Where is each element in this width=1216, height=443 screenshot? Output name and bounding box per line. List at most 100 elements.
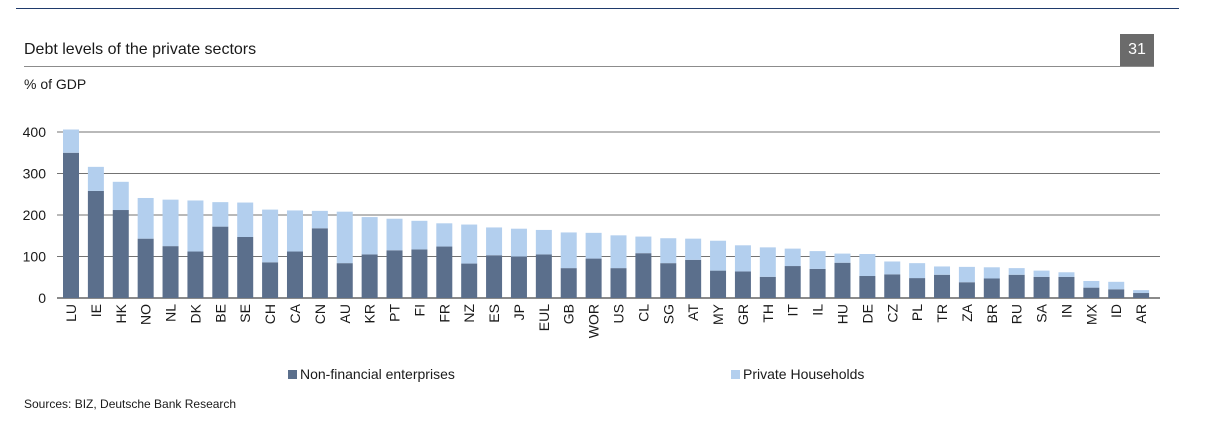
bar-non-financial-br bbox=[983, 278, 1000, 298]
bar-non-financial-cn bbox=[311, 228, 328, 298]
bar-non-financial-wor bbox=[585, 258, 602, 298]
bar-non-financial-in bbox=[1058, 276, 1075, 298]
y-unit-label: % of GDP bbox=[24, 76, 87, 92]
bar-non-financial-ar bbox=[1133, 293, 1150, 298]
bar-households-us bbox=[610, 235, 627, 269]
bar-non-financial-cz bbox=[884, 274, 901, 298]
x-tick-label-dk: DK bbox=[187, 303, 203, 323]
x-tick-label-wor: WOR bbox=[586, 304, 602, 338]
legend-item-households: Private Households bbox=[731, 366, 864, 382]
y-tick-label: 100 bbox=[23, 249, 47, 265]
x-tick-label-nl: NL bbox=[163, 304, 179, 322]
bar-households-ca bbox=[286, 210, 303, 252]
bar-non-financial-dk bbox=[187, 251, 204, 298]
source-note: Sources: BIZ, Deutsche Bank Research bbox=[24, 397, 237, 411]
bar-households-ru bbox=[1008, 268, 1025, 275]
x-tick-label-sg: SG bbox=[660, 304, 676, 324]
bar-non-financial-de bbox=[859, 276, 876, 298]
x-tick-label-fr: FR bbox=[436, 304, 452, 323]
bar-non-financial-gb bbox=[560, 268, 577, 298]
x-tick-label-ch: CH bbox=[262, 304, 278, 324]
legend-label-households: Private Households bbox=[743, 366, 865, 382]
bar-households-th bbox=[759, 247, 776, 277]
bar-non-financial-fi bbox=[411, 249, 428, 298]
x-tick-label-hu: HU bbox=[834, 304, 850, 324]
bar-non-financial-ch bbox=[262, 262, 279, 298]
bar-non-financial-es bbox=[486, 255, 503, 298]
x-tick-label-es: ES bbox=[486, 304, 502, 323]
bar-non-financial-lu bbox=[63, 152, 79, 298]
x-tick-label-th: TH bbox=[760, 304, 776, 323]
x-tick-label-lu: LU bbox=[63, 304, 79, 322]
bar-non-financial-my bbox=[710, 270, 727, 298]
bar-non-financial-at bbox=[685, 259, 702, 298]
bar-households-my bbox=[710, 240, 727, 271]
bar-non-financial-se bbox=[237, 236, 254, 298]
x-tick-label-cl: CL bbox=[635, 304, 651, 322]
y-tick-labels: 0 100 200 300 400 bbox=[23, 124, 47, 306]
x-tick-label-us: US bbox=[611, 304, 627, 323]
bar-non-financial-sa bbox=[1033, 276, 1050, 298]
x-tick-label-tr: TR bbox=[934, 304, 950, 323]
bar-households-es bbox=[486, 227, 503, 256]
x-tick-label-au: AU bbox=[337, 304, 353, 323]
x-tick-label-in: IN bbox=[1058, 304, 1074, 318]
bar-non-financial-eul bbox=[535, 254, 552, 298]
x-tick-label-ar: AR bbox=[1133, 304, 1149, 323]
bar-households-de bbox=[859, 254, 876, 277]
chart-title: Debt levels of the private sectors bbox=[24, 41, 257, 58]
bar-non-financial-hk bbox=[112, 210, 129, 298]
bar-households-ie bbox=[87, 166, 104, 191]
x-tick-label-hk: HK bbox=[113, 303, 129, 323]
bar-households-pl bbox=[909, 263, 926, 279]
bar-non-financial-il bbox=[809, 268, 826, 298]
bars-layer bbox=[63, 129, 1150, 298]
bar-households-no bbox=[137, 197, 154, 239]
bar-households-fr bbox=[436, 223, 453, 247]
bar-households-in bbox=[1058, 272, 1075, 277]
x-tick-label-no: NO bbox=[138, 304, 154, 325]
bar-households-il bbox=[809, 251, 826, 269]
bar-non-financial-fr bbox=[436, 246, 453, 298]
bar-non-financial-nz bbox=[461, 263, 478, 298]
x-tick-label-kr: KR bbox=[362, 304, 378, 323]
bar-non-financial-jp bbox=[510, 256, 527, 298]
bar-non-financial-no bbox=[137, 238, 154, 298]
bar-households-hk bbox=[112, 181, 129, 211]
bar-households-dk bbox=[187, 200, 204, 252]
x-tick-label-it: IT bbox=[785, 304, 801, 317]
x-tick-label-cn: CN bbox=[312, 304, 328, 324]
bar-households-wor bbox=[585, 232, 602, 259]
bar-non-financial-ca bbox=[286, 251, 303, 298]
bar-non-financial-cl bbox=[635, 253, 652, 298]
bar-households-mx bbox=[1083, 280, 1100, 288]
bar-households-tr bbox=[934, 266, 951, 275]
x-tick-label-mx: MX bbox=[1083, 303, 1099, 325]
bar-households-sa bbox=[1033, 270, 1050, 277]
y-tick-label: 200 bbox=[23, 207, 47, 223]
page-number-badge: 31 bbox=[1120, 34, 1154, 66]
x-tick-label-il: IL bbox=[810, 304, 826, 316]
x-tick-label-br: BR bbox=[984, 304, 1000, 323]
bar-households-cn bbox=[311, 210, 328, 229]
x-tick-label-fi: FI bbox=[411, 304, 427, 316]
x-tick-label-cz: CZ bbox=[884, 304, 900, 323]
bar-households-nl bbox=[162, 199, 179, 247]
bar-non-financial-sg bbox=[660, 263, 677, 298]
legend-swatch-non-financial bbox=[288, 369, 297, 379]
bar-households-be bbox=[212, 202, 229, 227]
x-tick-label-za: ZA bbox=[959, 303, 975, 322]
top-rule bbox=[16, 8, 1179, 9]
bar-households-za bbox=[958, 266, 975, 283]
x-tick-label-nz: NZ bbox=[461, 304, 477, 323]
legend-item-non-financial: Non-financial enterprises bbox=[288, 366, 455, 382]
bar-households-gr bbox=[734, 245, 751, 272]
legend-label-non-financial: Non-financial enterprises bbox=[300, 366, 455, 382]
bar-non-financial-hu bbox=[834, 262, 851, 298]
x-tick-label-eul: EUL bbox=[536, 304, 552, 331]
x-tick-label-my: MY bbox=[710, 303, 726, 325]
bar-households-id bbox=[1108, 281, 1125, 290]
x-tick-label-de: DE bbox=[859, 304, 875, 323]
x-tick-label-se: SE bbox=[237, 304, 253, 323]
